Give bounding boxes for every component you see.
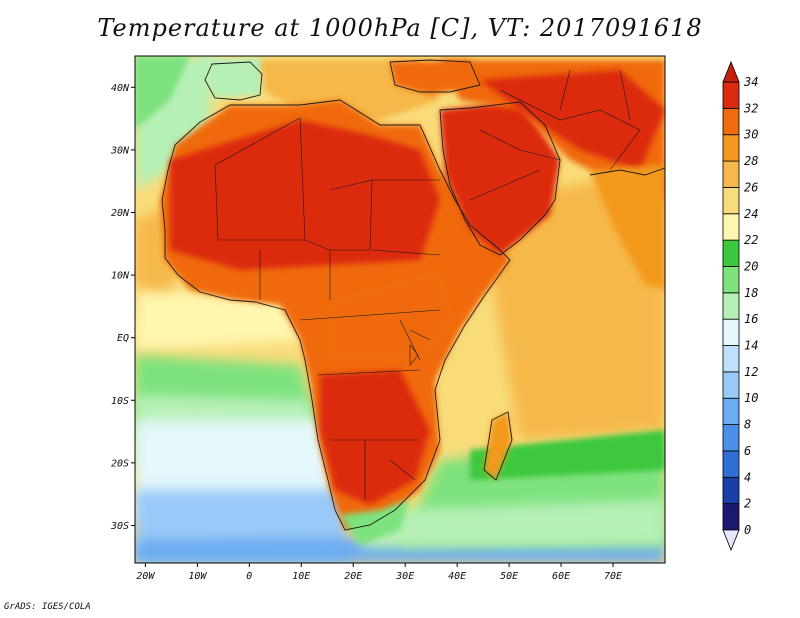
lat-tick-label: 40N [111, 83, 130, 94]
colorbar-swatch [722, 239, 740, 267]
border-line [499, 89, 641, 171]
lon-tick-label: 70E [604, 571, 622, 582]
colorbar-swatch [722, 107, 740, 136]
border-line [330, 439, 420, 500]
colorbar-level-label: 30 [743, 128, 758, 142]
indian-ocean-warm [480, 170, 665, 440]
colorbar-swatch [722, 134, 740, 162]
map-plot-area [135, 56, 665, 563]
madagascar-coast [483, 411, 513, 481]
arabian-peninsula [440, 100, 560, 255]
colorbar-swatch [722, 292, 740, 320]
north-atlantic-green [135, 56, 190, 130]
lat-tick-label: 10N [111, 271, 130, 282]
colorbar-level-label: 10 [744, 391, 758, 405]
south-indian-lightgreen [360, 500, 665, 548]
colorbar-swatch [722, 424, 740, 452]
lat-tick-label: 20S [111, 458, 129, 469]
colorbar-level-label: 0 [744, 523, 751, 537]
south-asia-coast [589, 167, 665, 176]
border-line [469, 129, 561, 201]
lat-tick-label: 30S [110, 521, 129, 532]
iberia-cool [200, 58, 265, 98]
colorbar-swatch [722, 81, 740, 109]
colorbar-level-label: 32 [743, 101, 758, 115]
colorbar-level-label: 6 [744, 444, 751, 458]
colorbar-over-arrow [722, 60, 740, 83]
border-line [299, 117, 306, 241]
colorbar-level-label: 8 [744, 418, 751, 432]
south-indian-deep-green [470, 430, 665, 480]
africa-coast [161, 99, 511, 531]
colorbar-under-arrow [722, 529, 740, 552]
longitude-labels: 20W 10W 0 10E 20E 30E 40E 50E 60E 70E [136, 571, 622, 582]
colorbar-level-label: 20 [744, 259, 758, 273]
country-borders [214, 69, 641, 500]
colorbar-level-label: 34 [743, 75, 758, 89]
lon-tick-label: 0 [246, 571, 252, 582]
lat-tick-label: 20N [111, 208, 130, 219]
colorbar-swatch [722, 476, 740, 505]
lon-tick-label: 50E [500, 571, 518, 582]
turkey [390, 60, 480, 95]
lon-tick-label: 10W [188, 571, 207, 582]
grads-credit: GrADS: IGES/COLA [4, 602, 91, 612]
lon-tick-label: 20W [136, 571, 155, 582]
lon-tick-label: 10E [292, 571, 310, 582]
colorbar-swatch [722, 371, 740, 399]
map-title: Temperature at 1000hPa [C], VT: 20170916… [97, 14, 703, 42]
colorbar-swatch [722, 266, 740, 294]
colorbar-level-label: 22 [744, 233, 758, 247]
lat-tick-label: 30N [110, 145, 130, 156]
iran-hot-core [480, 70, 665, 170]
colorbar-swatch [722, 345, 740, 373]
colorbar-swatch [722, 213, 740, 241]
lake-victoria [409, 344, 419, 366]
colorbar-level-label: 28 [744, 154, 758, 168]
colorbar-swatch [722, 397, 740, 425]
latitude-labels: 40N 30N 20N 10N EQ 10S 20S 30S [110, 83, 130, 532]
border-line [317, 369, 421, 376]
colorbar-level-label: 16 [744, 312, 758, 326]
colorbar-swatch [722, 160, 740, 188]
colorbar-level-label: 18 [744, 286, 758, 300]
lon-tick-label: 40E [448, 571, 466, 582]
colorbar-level-label: 24 [744, 207, 758, 221]
colorbar-level-label: 2 [744, 497, 751, 511]
border-line [299, 309, 441, 321]
lon-tick-label: 20E [344, 571, 362, 582]
sahara-hot-core [170, 120, 440, 270]
central-africa-warm [330, 270, 455, 360]
axis-ticks [131, 86, 614, 567]
turkey-coast [389, 59, 481, 93]
arabia-coast [439, 101, 561, 256]
lat-tick-label: 10S [111, 396, 129, 407]
colorbar-level-label: 4 [744, 470, 751, 484]
border-line [259, 250, 331, 300]
colorbar-level-label: 26 [744, 180, 758, 194]
colorbar-swatch [722, 450, 740, 478]
lon-tick-label: 60E [552, 571, 570, 582]
border-line [371, 249, 441, 256]
map-frame [134, 55, 666, 564]
colorbar-swatch [722, 187, 740, 215]
colorbar-swatch [722, 503, 740, 531]
colorbar-swatch [722, 318, 740, 346]
lon-tick-label: 30E [395, 571, 414, 582]
iberia-coast [204, 61, 263, 101]
india-landmass [590, 165, 665, 290]
lat-tick-label: EQ [117, 333, 129, 344]
coastlines [161, 59, 665, 531]
southern-africa-hot [320, 370, 430, 505]
colorbar-level-label: 12 [744, 365, 758, 379]
border-line [559, 69, 631, 121]
colorbar-level-label: 14 [744, 339, 758, 353]
border-line [214, 117, 301, 166]
